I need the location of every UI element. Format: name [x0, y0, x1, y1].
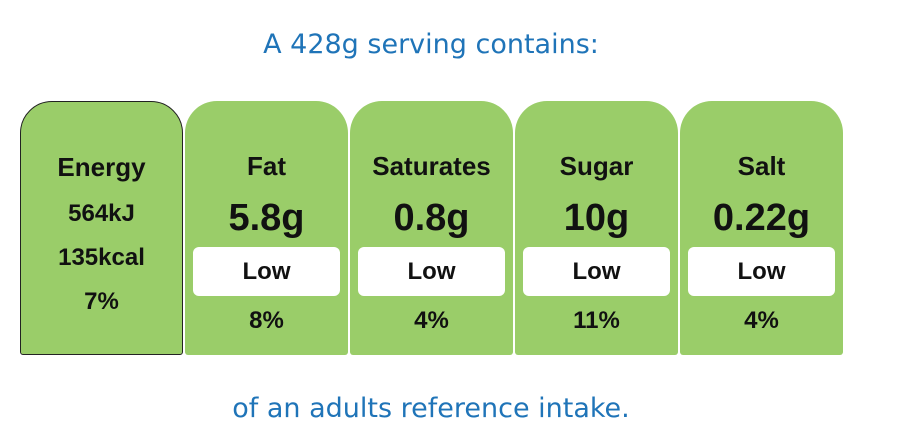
nutrient-card: Salt 0.22g Low 4% — [680, 101, 843, 355]
footer-text: of an adults reference intake. — [232, 393, 630, 424]
energy-label: Energy — [57, 152, 146, 182]
nutrient-label: Sugar — [559, 151, 634, 181]
nutrient-card: Sugar 10g Low 11% — [515, 101, 678, 355]
nutrient-percent: 8% — [249, 307, 284, 334]
nutrient-level: Low — [572, 258, 621, 285]
nutrient-label: Fat — [247, 151, 286, 181]
level-box: Low — [193, 247, 340, 296]
nutrient-amount: 5.8g — [228, 197, 305, 239]
nutrient-amount: 10g — [563, 197, 630, 239]
header-title: A 428g serving contains: — [263, 29, 599, 60]
nutrient-percent: 4% — [744, 307, 779, 334]
level-box: Low — [688, 247, 835, 296]
energy-kcal: 135kcal — [58, 244, 145, 271]
energy-kj: 564kJ — [68, 200, 135, 227]
nutrient-amount: 0.22g — [712, 197, 811, 239]
nutrient-card: Saturates 0.8g Low 4% — [350, 101, 513, 355]
nutrient-level: Low — [407, 258, 456, 285]
level-box: Low — [523, 247, 670, 296]
nutrient-level: Low — [737, 258, 786, 285]
nutrient-percent: 4% — [414, 307, 449, 334]
nutrient-card: Fat 5.8g Low 8% — [185, 101, 348, 355]
level-box: Low — [358, 247, 505, 296]
nutrient-amount: 0.8g — [393, 197, 470, 239]
nutrient-label: Salt — [737, 151, 786, 181]
nutrient-label: Saturates — [372, 151, 491, 181]
energy-card: Energy 564kJ 135kcal 7% — [20, 101, 183, 355]
nutrient-percent: 11% — [573, 307, 620, 334]
energy-percent: 7% — [84, 288, 119, 315]
nutrient-level: Low — [242, 258, 291, 285]
